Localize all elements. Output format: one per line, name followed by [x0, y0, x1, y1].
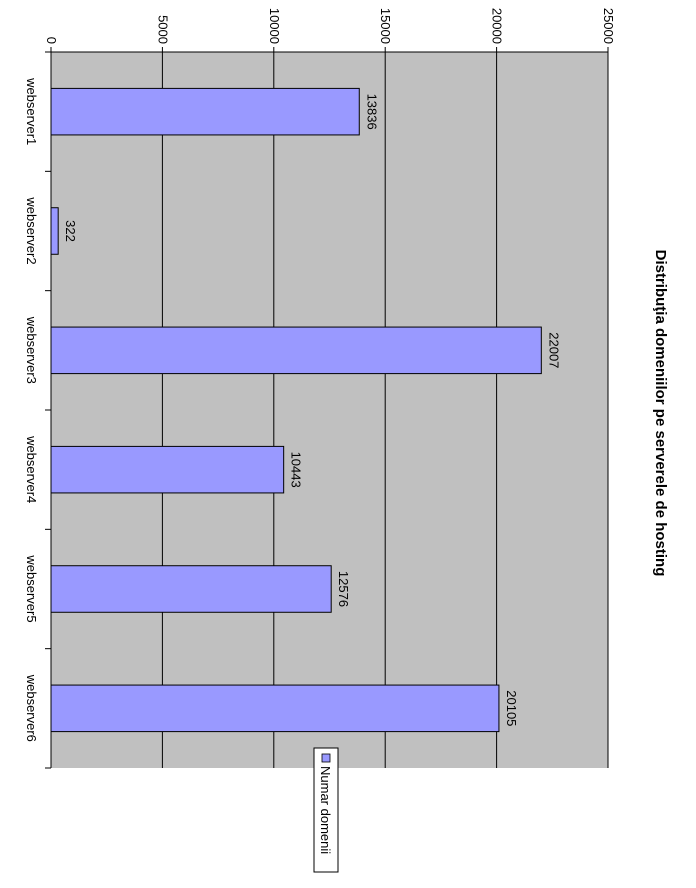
value-tick-label: 0 [44, 37, 59, 44]
category-label-webserver2: webserver2 [24, 196, 39, 264]
legend-swatch [321, 753, 331, 763]
data-label-webserver4: 10443 [289, 452, 304, 488]
gridlines [161, 52, 609, 768]
data-label-webserver3: 22007 [546, 332, 561, 368]
labels: 0 5000 10000 15000 20000 25000 13836 webserver1… [24, 8, 616, 742]
bar-webserver5 [50, 565, 332, 613]
legend-box [313, 747, 339, 873]
chart-title: Distribuţia domeniilor pe serverele de h… [652, 250, 669, 577]
axes [45, 47, 609, 769]
plot-area [51, 52, 608, 768]
data-label-webserver1: 13836 [364, 94, 379, 130]
category-label-webserver1: webserver1 [24, 77, 39, 145]
data-label-webserver6: 20105 [504, 690, 519, 726]
bar-webserver3 [50, 326, 542, 375]
value-tick-label: 5000 [155, 15, 170, 44]
category-label-webserver5: webserver5 [24, 554, 39, 622]
bar-webserver4 [50, 445, 285, 494]
data-label-webserver5: 12576 [336, 571, 351, 607]
category-label-webserver6: webserver6 [24, 674, 39, 742]
data-label-webserver2: 322 [63, 220, 78, 242]
category-label-webserver3: webserver3 [24, 316, 39, 384]
bar-webserver6 [50, 684, 500, 733]
value-tick-label: 10000 [267, 8, 282, 44]
bar-webserver1 [50, 87, 360, 136]
legend-entry: Numar domenii [318, 766, 333, 854]
value-tick-label: 25000 [601, 8, 616, 44]
legend: Numar domenii [313, 747, 339, 873]
bar-webserver2 [50, 207, 59, 255]
value-tick-label: 20000 [490, 8, 505, 44]
category-label-webserver4: webserver4 [24, 435, 39, 503]
value-tick-label: 15000 [378, 8, 393, 44]
